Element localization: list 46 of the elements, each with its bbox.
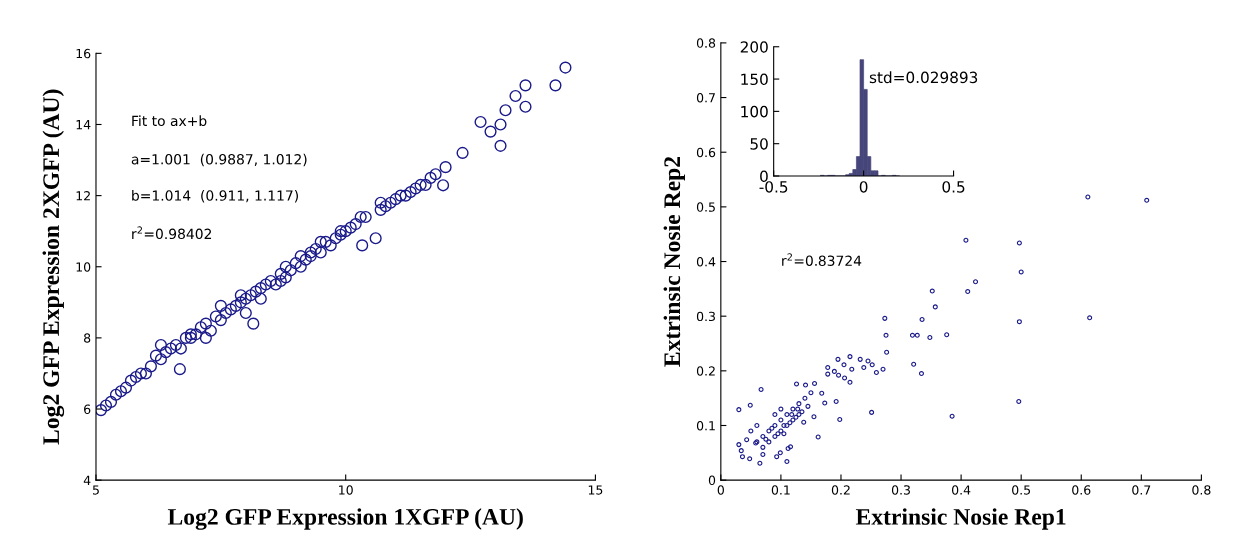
y-tick-label: 8 <box>84 333 91 343</box>
y-tick-label: 0 <box>708 475 716 486</box>
y-tick-label: 16 <box>76 48 91 59</box>
x-tick-label: 5 <box>92 485 99 495</box>
y-tick-label: 10 <box>76 262 91 272</box>
x-tick-label: 10 <box>339 485 353 495</box>
x-tick-label: 0.2 <box>831 485 850 495</box>
annotation: std=0.029893 <box>869 71 978 84</box>
y-tick-label: 0.2 <box>696 366 715 376</box>
y-tick-label: 0.5 <box>696 202 715 212</box>
x-tick-label: -0.5 <box>759 181 788 193</box>
x-tick-label: 0.5 <box>942 181 965 193</box>
annotation: a=1.001 (0.9887, 1.012) <box>131 153 307 167</box>
y-tick-label: 4 <box>83 475 91 485</box>
y-tick-label: 12 <box>76 191 90 201</box>
x-tick-label: 0 <box>717 485 724 495</box>
y-tick-label: 0.4 <box>696 257 716 267</box>
y-tick-label: 6 <box>84 404 91 414</box>
y-tick-label: 0.6 <box>696 147 716 158</box>
y-tick-label: 50 <box>750 138 768 150</box>
annotation: r$^{2}$=0.83724 <box>782 253 862 266</box>
x-tick-label: 0 <box>859 181 868 193</box>
annotation: Fit to ax+b <box>132 115 207 127</box>
x-tick-label: 0.1 <box>771 485 790 495</box>
x-tick-label: 0.4 <box>952 485 971 495</box>
annotation: b=1.014 (0.911, 1.117) <box>132 190 298 203</box>
y-tick-label: 150 <box>741 73 768 86</box>
x-axis-title: Log2 GFP Expression 1XGFP (AU) <box>167 508 523 530</box>
x-tick-label: 0.6 <box>1072 485 1091 495</box>
y-tick-label: 0 <box>760 170 768 183</box>
x-tick-label: 0.3 <box>891 485 910 495</box>
annotation: r$^{2}$=0.98402 <box>132 226 212 240</box>
y-tick-label: 200 <box>740 41 768 53</box>
x-tick-label: 0.5 <box>1012 485 1031 495</box>
y-tick-label: 14 <box>76 120 91 130</box>
y-tick-label: 0.1 <box>696 420 715 431</box>
y-axis-title: Extrinsic Nosie Rep2 <box>663 156 685 367</box>
x-axis-title: Extrinsic Nosie Rep1 <box>855 508 1066 530</box>
y-tick-label: 0.3 <box>696 311 715 322</box>
y-tick-label: 0.8 <box>696 38 716 48</box>
y-tick-label: 0.7 <box>696 93 715 103</box>
y-tick-label: 100 <box>741 105 768 118</box>
x-tick-label: 15 <box>588 485 603 495</box>
y-axis-title: Log2 GFP Expression 2XGFP (AU) <box>42 89 65 445</box>
x-tick-label: 0.7 <box>1132 485 1151 495</box>
x-tick-label: 0.8 <box>1192 485 1211 495</box>
